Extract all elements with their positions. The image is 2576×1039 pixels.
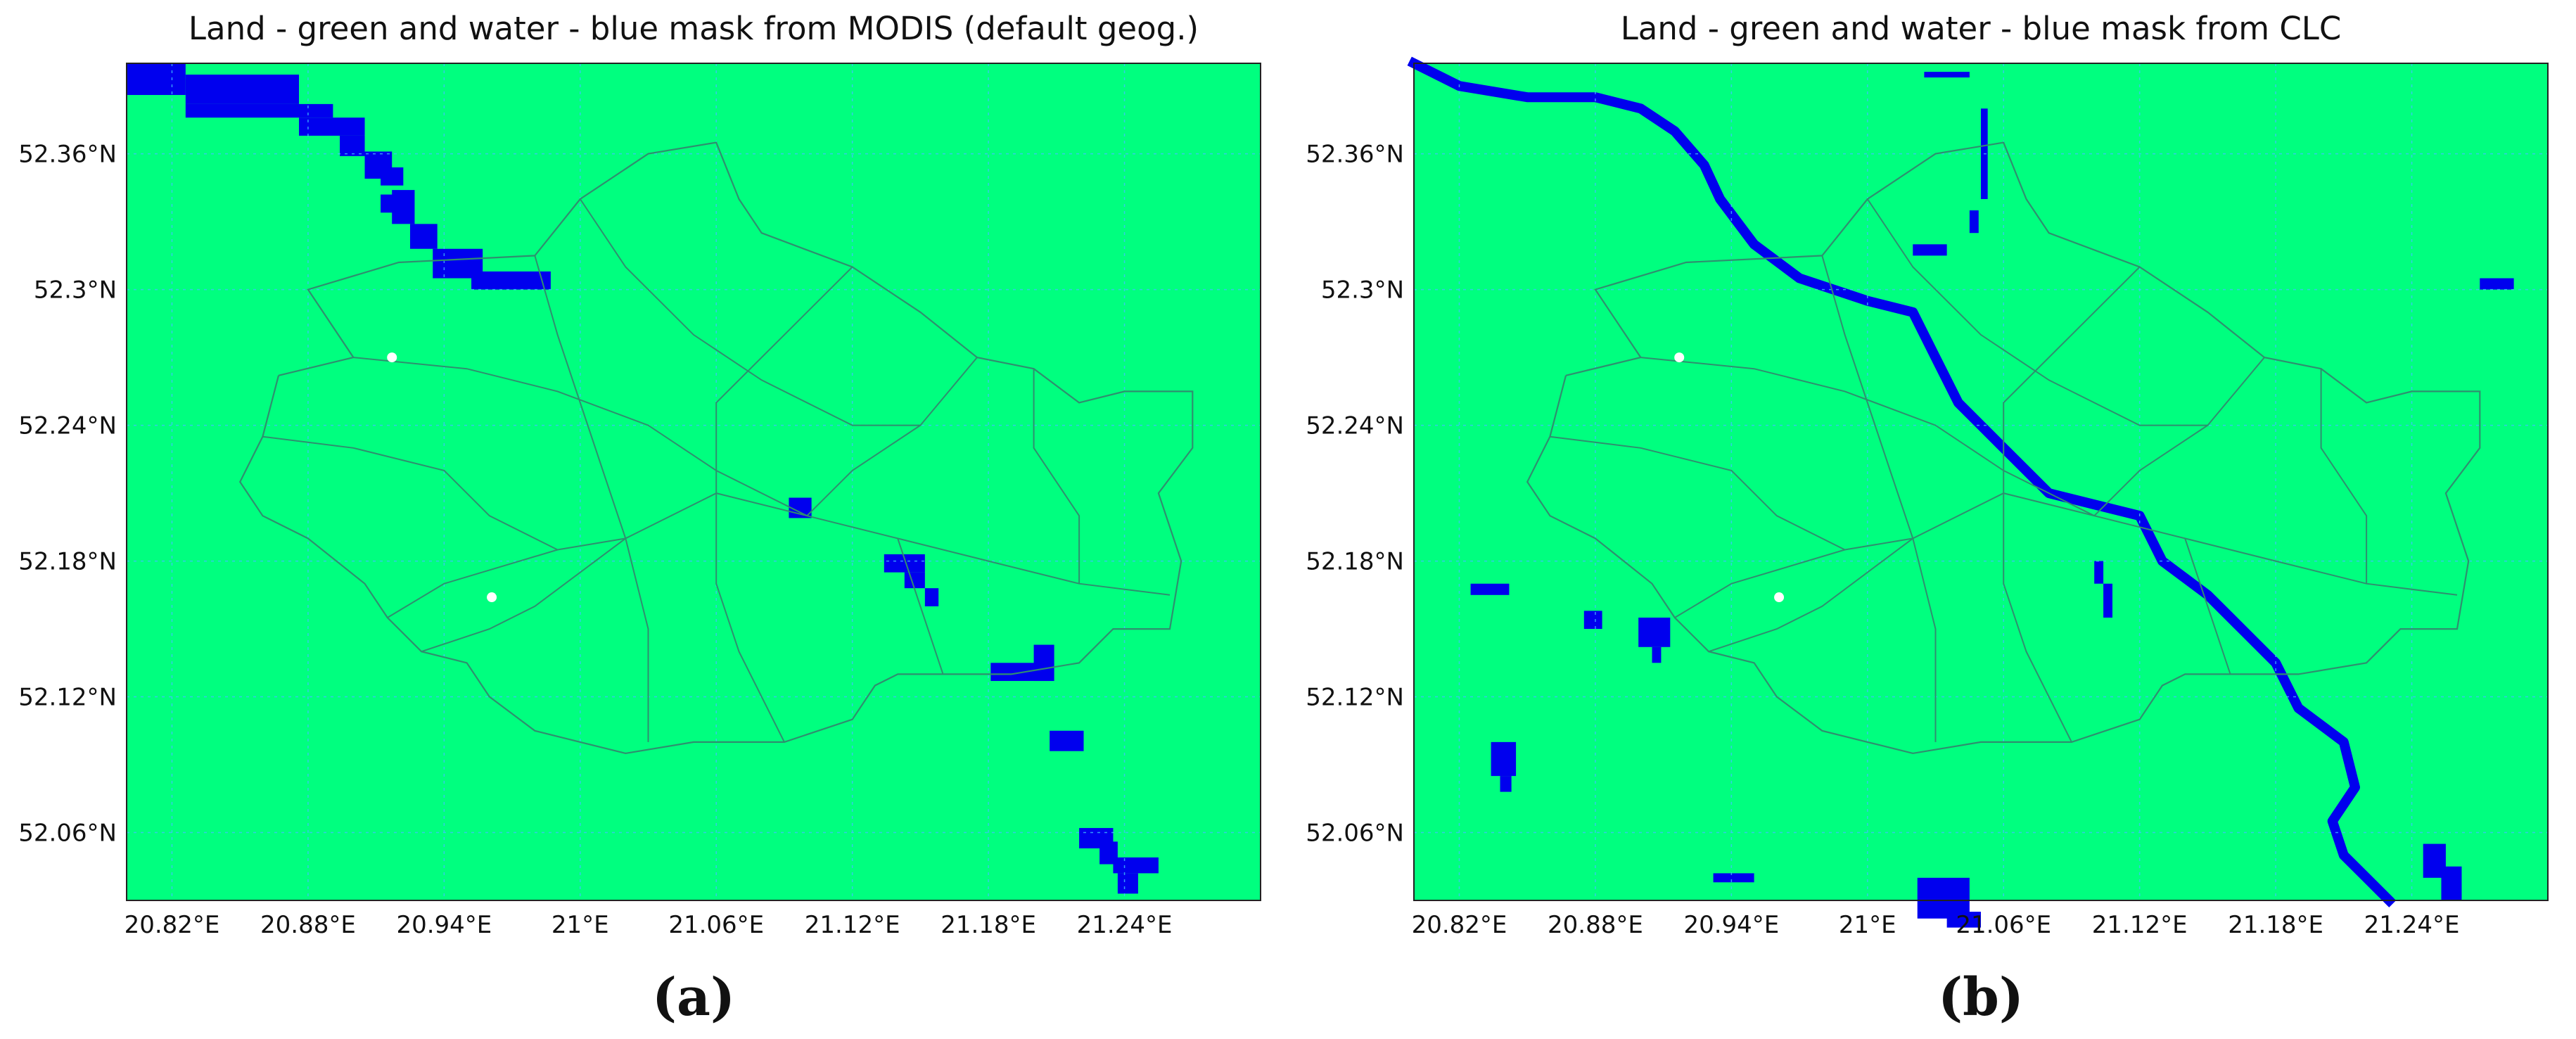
station-marker	[387, 352, 397, 363]
lat-tick-label: 52.18°N	[1306, 548, 1404, 576]
lon-tick-label: 20.88°E	[1548, 911, 1643, 939]
water-cell	[185, 103, 333, 118]
lat-tick-label: 52.3°N	[34, 276, 117, 305]
lat-tick-label: 52.24°N	[18, 412, 117, 440]
water-body	[1583, 611, 1602, 630]
district-boundary	[1674, 492, 2458, 618]
district-boundary	[534, 255, 649, 742]
water-body	[2480, 278, 2514, 290]
panel-a-map: 20.82°E 20.88°E 20.94°E 21°E 21.06°E 21.12°E 2…	[18, 63, 1261, 939]
district-boundary	[897, 538, 944, 675]
lon-tick-label: 20.82°E	[1412, 911, 1507, 939]
lat-tick-label: 52.36°N	[1306, 141, 1404, 169]
district-boundary	[262, 435, 559, 551]
panel-a-label: (a)	[652, 967, 735, 1028]
water-cell	[1117, 873, 1138, 894]
district-boundary	[353, 357, 808, 517]
district-boundary	[579, 198, 921, 426]
land-background	[127, 63, 1261, 900]
water-cell	[299, 117, 365, 136]
water-cell	[410, 224, 438, 249]
water-body	[1470, 583, 1510, 595]
district-boundary	[421, 537, 626, 653]
lon-tick-label: 21°E	[551, 911, 609, 939]
lon-tick-label: 20.94°E	[1683, 911, 1779, 939]
district-boundary	[387, 492, 1171, 618]
lon-tick-label: 21.06°E	[1956, 911, 2051, 939]
water-cell	[904, 572, 925, 589]
lat-tick-label: 52.24°N	[1306, 412, 1404, 440]
station-marker	[1774, 592, 1785, 603]
station-marker	[1674, 352, 1685, 363]
lat-tick-label: 52.12°N	[18, 684, 117, 712]
lon-tick-label: 20.88°E	[260, 911, 356, 939]
lat-tick-label: 52.12°N	[1306, 684, 1404, 712]
water-cell	[381, 194, 399, 213]
district-boundary	[1640, 357, 2095, 517]
water-body	[2094, 561, 2104, 584]
panel-a-title: Land - green and water - blue mask from …	[188, 10, 1199, 47]
water-body	[2103, 583, 2112, 618]
lon-tick-label: 20.82°E	[125, 911, 220, 939]
panel-b-clc: Land - green and water - blue mask from …	[1287, 0, 2576, 1039]
map-frame	[126, 63, 1261, 901]
water-cell	[340, 135, 365, 156]
panel-b-label: (b)	[1938, 967, 2024, 1028]
district-boundary	[1033, 369, 1080, 584]
district-boundary	[1708, 537, 1913, 653]
water-body	[1946, 912, 1981, 928]
lon-tick-label: 21.12°E	[805, 911, 900, 939]
lon-tick-label: 21.24°E	[2364, 911, 2460, 939]
district-boundary	[806, 357, 978, 516]
water-body	[1969, 210, 1979, 234]
water-cell	[185, 75, 300, 104]
water-cell	[1050, 730, 1084, 751]
lon-tick-label: 21.18°E	[941, 911, 1036, 939]
station-marker	[487, 592, 497, 603]
district-boundary	[2320, 369, 2368, 584]
water-body	[1500, 776, 1512, 792]
water-body	[1638, 617, 1671, 647]
lon-tick-label: 21.06°E	[668, 911, 764, 939]
lon-tick-label: 21.18°E	[2228, 911, 2323, 939]
lat-tick-label: 52.18°N	[18, 548, 117, 576]
district-boundary	[2184, 538, 2231, 675]
lon-tick-label: 21.24°E	[1077, 911, 1173, 939]
district-boundary	[715, 493, 785, 743]
lat-tick-label: 52.06°N	[1306, 820, 1404, 848]
water-cell	[1113, 857, 1159, 874]
water-cell	[471, 271, 551, 290]
water-cell	[127, 63, 186, 96]
water-cell	[924, 588, 939, 606]
district-boundary	[715, 266, 853, 494]
water-body	[1713, 873, 1754, 883]
district-boundary	[1821, 255, 1937, 742]
water-body	[2441, 866, 2462, 900]
panel-a-modis: Land - green and water - blue mask from …	[0, 0, 1287, 1039]
district-boundary	[2003, 493, 2072, 743]
district-boundary	[2093, 357, 2265, 516]
water-body	[1913, 244, 1947, 256]
district-boundary	[1550, 435, 1846, 551]
water-body	[1491, 741, 1517, 777]
district-boundary	[1866, 198, 2208, 426]
water-cell	[381, 167, 404, 186]
lat-tick-label: 52.36°N	[18, 141, 117, 169]
land-background	[1414, 63, 2548, 900]
district-boundary	[2003, 266, 2141, 494]
water-body	[1652, 646, 1662, 663]
panel-b-title: Land - green and water - blue mask from …	[1620, 10, 2342, 47]
lon-tick-label: 21°E	[1839, 911, 1896, 939]
lon-tick-label: 21.12°E	[2092, 911, 2188, 939]
panel-b-map: 20.82°E 20.88°E 20.94°E 21°E 21.06°E 21.12°E 2…	[1306, 56, 2549, 939]
water-cell	[1033, 644, 1054, 682]
lon-tick-label: 20.94°E	[396, 911, 492, 939]
map-frame	[1413, 63, 2549, 901]
lat-tick-label: 52.3°N	[1321, 276, 1404, 305]
lat-tick-label: 52.06°N	[18, 820, 117, 848]
